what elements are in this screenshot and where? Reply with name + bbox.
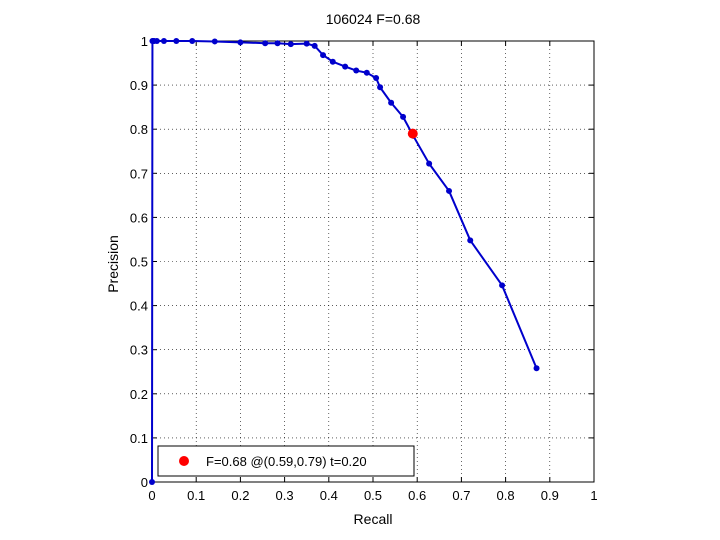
legend-marker — [179, 456, 189, 466]
y-tick-label: 0.6 — [130, 210, 148, 225]
data-point — [320, 52, 327, 59]
data-point — [287, 41, 294, 48]
x-tick-label: 0.4 — [320, 488, 338, 503]
x-tick-label: 0.1 — [187, 488, 205, 503]
y-tick-label: 0.9 — [130, 78, 148, 93]
data-point — [160, 38, 167, 44]
data-point — [533, 365, 540, 372]
data-point — [353, 67, 360, 74]
data-point — [262, 40, 269, 47]
y-tick-label: 0.1 — [130, 431, 148, 446]
data-point — [373, 75, 380, 82]
data-point — [311, 42, 318, 49]
x-tick-label: 0.5 — [364, 488, 382, 503]
x-tick-label: 0 — [148, 488, 155, 503]
y-tick-label: 0.7 — [130, 166, 148, 181]
y-tick-label: 0 — [141, 475, 148, 490]
data-point — [274, 40, 281, 47]
data-point — [173, 38, 180, 44]
x-tick-label: 0.7 — [452, 488, 470, 503]
data-point — [400, 113, 407, 120]
best-f-point — [407, 128, 418, 139]
axis-ticks: 0 0.1 0.2 0.3 0.4 0.5 0.6 0.7 0.8 0.9 1 0 0.1 0.2 0.3 0… — [130, 34, 598, 503]
y-tick-label: 1 — [141, 34, 148, 49]
data-point — [363, 69, 370, 76]
x-tick-label: 0.2 — [231, 488, 249, 503]
data-point — [303, 40, 310, 47]
y-tick-label: 0.8 — [130, 122, 148, 137]
data-point — [149, 38, 156, 44]
series — [149, 38, 540, 485]
data-point — [342, 63, 349, 70]
best-point-marker — [407, 128, 418, 139]
legend-label: F=0.68 @(0.59,0.79) t=0.20 — [206, 454, 367, 469]
grid — [152, 41, 594, 482]
data-point — [149, 479, 155, 485]
data-point — [467, 237, 474, 244]
x-axis-title: Recall — [354, 511, 393, 527]
legend: F=0.68 @(0.59,0.79) t=0.20 — [157, 445, 415, 477]
data-point — [237, 39, 244, 46]
y-tick-label: 0.2 — [130, 387, 148, 402]
chart-title: 106024 F=0.68 — [326, 11, 421, 27]
data-point — [211, 38, 218, 45]
x-tick-label: 0.3 — [276, 488, 294, 503]
data-point — [377, 84, 384, 91]
x-tick-label: 1 — [590, 488, 597, 503]
x-tick-label: 0.9 — [541, 488, 559, 503]
y-axis-title: Precision — [105, 235, 121, 293]
x-tick-label: 0.8 — [497, 488, 515, 503]
data-point — [388, 99, 395, 106]
data-point — [426, 160, 433, 167]
y-tick-label: 0.4 — [130, 299, 148, 314]
y-tick-label: 0.3 — [130, 343, 148, 358]
data-point — [499, 282, 506, 289]
data-point — [329, 58, 336, 65]
data-point — [446, 187, 453, 194]
y-tick-label: 0.5 — [130, 255, 148, 270]
x-tick-label: 0.6 — [408, 488, 426, 503]
legend-box — [157, 445, 415, 477]
data-point — [189, 38, 196, 44]
